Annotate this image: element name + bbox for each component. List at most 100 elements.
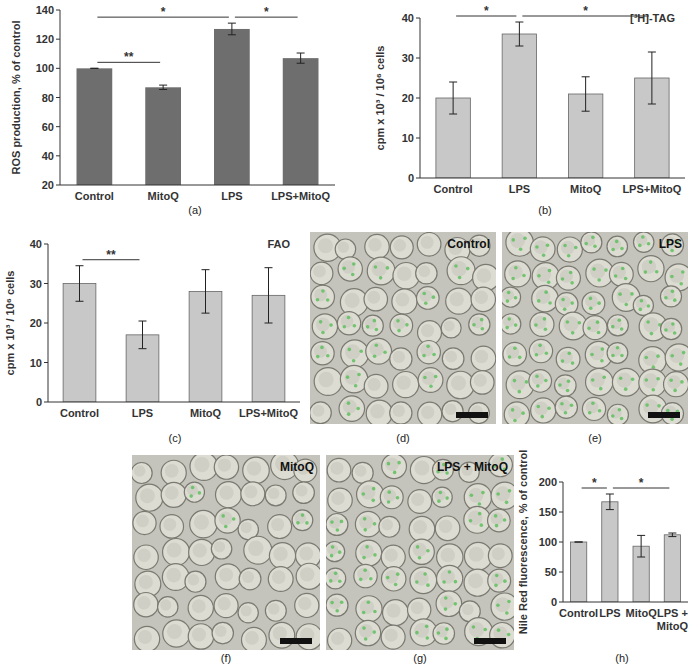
cell bbox=[435, 516, 460, 541]
lipid-droplet bbox=[598, 409, 602, 413]
cell-nucleus bbox=[345, 293, 360, 308]
y-tick bbox=[559, 482, 563, 483]
cell-nucleus bbox=[245, 631, 259, 645]
cell-nucleus bbox=[295, 513, 306, 524]
lipid-droplet bbox=[418, 556, 422, 560]
cell-nucleus bbox=[445, 351, 457, 363]
lipid-droplet bbox=[597, 331, 601, 335]
cell-nucleus bbox=[495, 597, 510, 612]
figure: 20406080100120140ControlMitoQLPSLPS+Mito… bbox=[0, 0, 693, 670]
cell bbox=[215, 508, 240, 533]
cell-nucleus bbox=[610, 239, 621, 250]
lipid-droplet bbox=[518, 356, 522, 360]
lipid-droplet bbox=[570, 281, 574, 285]
lipid-droplet bbox=[589, 297, 593, 301]
cell-nucleus bbox=[272, 570, 286, 584]
cell bbox=[418, 368, 443, 393]
y-tick bbox=[56, 39, 60, 40]
cell bbox=[582, 397, 605, 420]
cell bbox=[436, 591, 462, 617]
lipid-droplet bbox=[481, 327, 485, 331]
x-tick-label: LPS bbox=[132, 407, 153, 419]
lipid-droplet bbox=[664, 296, 668, 300]
lipid-droplet bbox=[536, 384, 540, 388]
cell bbox=[160, 515, 184, 539]
cell bbox=[214, 594, 238, 618]
lipid-droplet bbox=[587, 326, 591, 330]
lipid-droplet bbox=[346, 375, 350, 379]
lipid-droplet bbox=[544, 379, 548, 383]
cell-nucleus bbox=[383, 489, 396, 502]
cell-nucleus bbox=[331, 492, 344, 505]
cell-nucleus bbox=[510, 233, 525, 248]
y-axis-label: Nile Red fluorescence, % of control bbox=[517, 450, 529, 635]
cell bbox=[661, 318, 682, 339]
x-tick-label: LPS bbox=[221, 190, 242, 202]
lipid-droplet bbox=[426, 345, 430, 349]
label-line: MitoQ bbox=[148, 190, 180, 202]
y-tick bbox=[56, 97, 60, 98]
lipid-droplet bbox=[601, 347, 605, 351]
y-tick bbox=[56, 126, 60, 127]
y-tick bbox=[416, 178, 420, 179]
error-cap bbox=[228, 23, 236, 24]
lipid-droplet bbox=[296, 521, 300, 525]
lipid-droplet bbox=[593, 244, 597, 248]
cell bbox=[158, 597, 178, 617]
lipid-droplet bbox=[189, 494, 193, 498]
label-line: Control bbox=[559, 607, 598, 619]
lipid-droplet bbox=[397, 461, 401, 465]
cell bbox=[583, 316, 607, 340]
cell-nucleus bbox=[160, 599, 171, 610]
lipid-droplet bbox=[198, 491, 202, 495]
cell-nucleus bbox=[475, 291, 488, 304]
error-cap bbox=[202, 313, 210, 314]
lipid-droplet bbox=[425, 636, 429, 640]
lipid-droplet bbox=[584, 242, 588, 246]
cell-nucleus bbox=[194, 457, 209, 472]
y-tick-label: 100 bbox=[36, 62, 54, 74]
lipid-droplet bbox=[679, 282, 683, 286]
lipid-droplet bbox=[517, 390, 521, 394]
cell-nucleus bbox=[636, 234, 647, 245]
error-line bbox=[453, 82, 454, 114]
x-axis bbox=[60, 185, 335, 186]
cell-nucleus bbox=[411, 493, 424, 506]
cell bbox=[364, 287, 387, 310]
lipid-droplet bbox=[566, 320, 570, 324]
bar bbox=[283, 58, 319, 185]
lipid-droplet bbox=[547, 281, 551, 285]
cell-nucleus bbox=[421, 236, 434, 249]
error-bar bbox=[648, 52, 656, 104]
panel-caption: (g) bbox=[413, 652, 426, 664]
micrograph-label: LPS + MitoQ bbox=[437, 460, 508, 474]
chart-0: 20406080100120140ControlMitoQLPSLPS+Mito… bbox=[10, 4, 335, 216]
cell-nucleus bbox=[413, 520, 427, 534]
lipid-droplet bbox=[651, 388, 655, 392]
cell-nucleus bbox=[411, 601, 424, 614]
cell bbox=[607, 343, 628, 364]
lipid-droplet bbox=[357, 373, 361, 377]
x-tick-label: LPS bbox=[509, 183, 530, 195]
cell bbox=[355, 620, 380, 645]
lipid-droplet bbox=[321, 289, 325, 293]
cell bbox=[555, 396, 577, 418]
cell-nucleus bbox=[165, 464, 179, 478]
cell-nucleus bbox=[663, 321, 675, 333]
cell-nucleus bbox=[445, 403, 457, 415]
y-tick-label: 10 bbox=[402, 132, 414, 144]
label-line: LPS bbox=[132, 407, 153, 419]
micrograph-label: LPS bbox=[659, 237, 682, 251]
lipid-droplet bbox=[373, 553, 377, 557]
y-tick bbox=[559, 602, 563, 603]
cell bbox=[296, 624, 322, 650]
lipid-droplet bbox=[472, 625, 476, 629]
y-tick-label: 150 bbox=[539, 506, 557, 518]
y-tick-label: 0 bbox=[36, 396, 42, 408]
lipid-droplet bbox=[444, 596, 448, 600]
label-line: LPS + bbox=[657, 607, 688, 619]
cell-nucleus bbox=[345, 344, 360, 359]
lipid-droplet bbox=[469, 519, 473, 523]
cell-nucleus bbox=[314, 345, 327, 358]
cell bbox=[365, 234, 389, 258]
